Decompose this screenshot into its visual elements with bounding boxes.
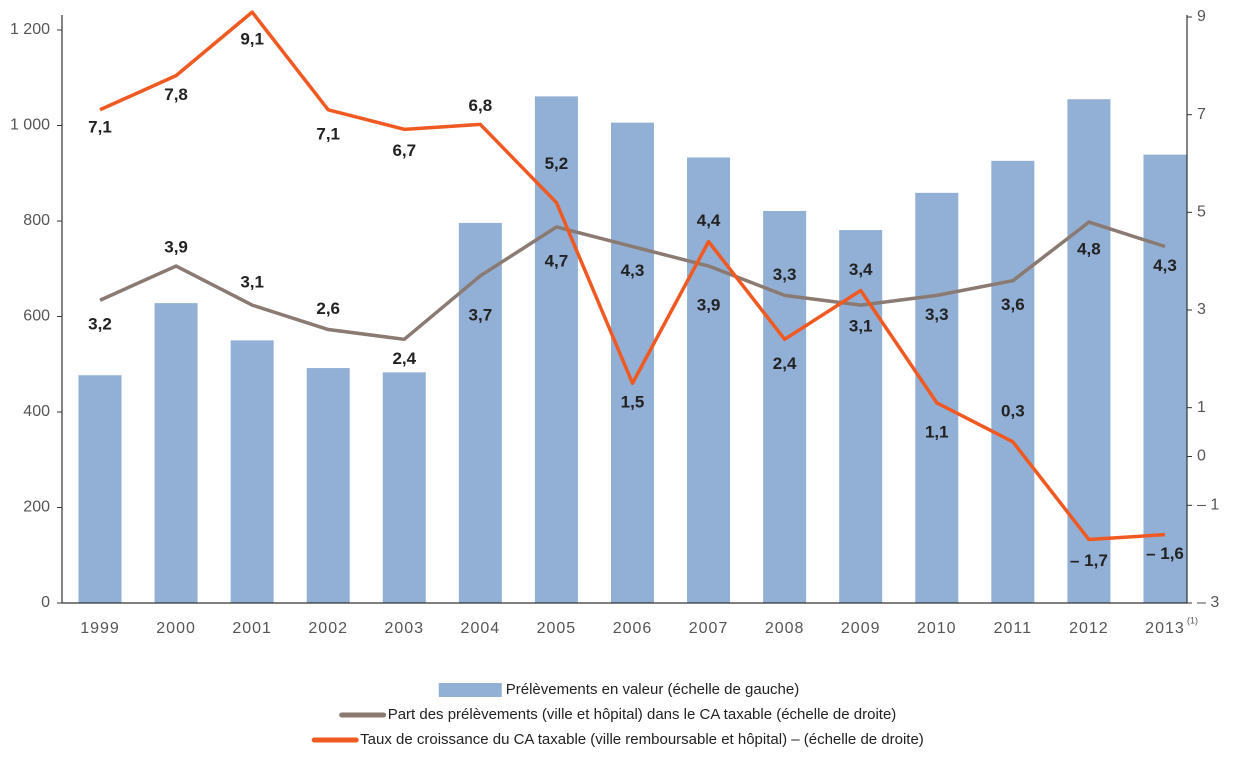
data-label: – 1,6 <box>1146 544 1184 563</box>
data-label: 4,8 <box>1077 240 1101 259</box>
data-label: 7,1 <box>316 124 340 143</box>
bar <box>687 157 731 603</box>
y-tick-label: 800 <box>23 212 50 229</box>
data-label: 1,5 <box>621 393 645 412</box>
category-note: (1) <box>1187 615 1198 625</box>
bar <box>763 210 807 603</box>
x-tick-label: 2006 <box>613 620 653 637</box>
data-label: 9,1 <box>240 30 264 49</box>
bar <box>306 368 350 603</box>
x-tick-label: 2008 <box>765 620 805 637</box>
data-label: 5,2 <box>545 154 569 173</box>
x-tick-label: 2000 <box>156 620 196 637</box>
y2-tick-label: 0 <box>1197 448 1206 465</box>
line <box>99 10 1166 542</box>
data-label: 7,8 <box>164 85 188 104</box>
data-label: 6,8 <box>469 96 493 115</box>
y-tick-label: 1 000 <box>10 117 50 134</box>
y2-tick-label: 5 <box>1197 204 1206 221</box>
y-tick-label: 0 <box>41 594 50 611</box>
bar <box>915 192 959 603</box>
x-tick-label: 2005 <box>537 620 577 637</box>
y-tick-label: 600 <box>23 308 50 325</box>
data-label: 6,7 <box>392 141 416 160</box>
y2-tick-label: 1 <box>1197 399 1206 416</box>
y2-tick-label: 7 <box>1197 106 1206 123</box>
line <box>99 220 1166 342</box>
data-label: 0,3 <box>1001 401 1025 420</box>
x-tick-label: 2012 <box>1069 620 1109 637</box>
y2-tick-label: – 3 <box>1197 594 1219 611</box>
data-label: 4,4 <box>697 211 721 230</box>
y2-tick-label: 9 <box>1197 8 1206 25</box>
x-tick-label: 2013 <box>1145 620 1185 637</box>
data-label: 3,3 <box>925 305 949 324</box>
data-label: 2,4 <box>773 354 797 373</box>
y2-tick-label: – 1 <box>1197 497 1219 514</box>
data-label: 3,7 <box>469 305 493 324</box>
x-tick-label: 2003 <box>384 620 424 637</box>
x-tick-label: 1999 <box>80 620 120 637</box>
data-label: 3,6 <box>1001 295 1025 314</box>
data-label: 3,2 <box>88 315 112 334</box>
data-label: 2,4 <box>392 349 416 368</box>
data-label: 2,6 <box>316 299 340 318</box>
data-label: 4,7 <box>545 251 569 270</box>
legend-label: Taux de croissance du CA taxable (ville … <box>360 731 924 748</box>
x-tick-label: 2001 <box>232 620 272 637</box>
data-label: 3,9 <box>697 296 721 315</box>
data-label: – 1,7 <box>1070 551 1108 570</box>
bar <box>839 230 883 603</box>
data-label: 3,1 <box>240 273 264 292</box>
data-label: 3,4 <box>849 260 873 279</box>
y-tick-label: 400 <box>23 403 50 420</box>
legend-label: Prélèvements en valeur (échelle de gauch… <box>506 681 800 698</box>
data-label: 4,3 <box>621 261 645 280</box>
bar <box>610 122 654 603</box>
y2-tick-label: 3 <box>1197 301 1206 318</box>
x-tick-label: 2010 <box>917 620 957 637</box>
x-tick-label: 2009 <box>841 620 881 637</box>
bar <box>458 222 502 603</box>
data-label: 3,1 <box>849 317 873 336</box>
bar <box>230 340 274 603</box>
x-tick-label: 2002 <box>308 620 348 637</box>
bar <box>154 303 198 603</box>
x-tick-label: 2004 <box>461 620 501 637</box>
bar <box>78 375 122 603</box>
bar <box>382 372 426 603</box>
data-label: 7,1 <box>88 117 112 136</box>
bar <box>991 160 1035 603</box>
data-label: 4,3 <box>1153 256 1177 275</box>
data-label: 3,3 <box>773 265 797 284</box>
x-tick-label: 2011 <box>994 620 1032 637</box>
bar <box>1143 154 1187 603</box>
data-label: 3,9 <box>164 238 188 257</box>
bar <box>534 96 578 603</box>
y-tick-label: 200 <box>23 499 50 516</box>
y-tick-label: 1 200 <box>10 21 50 38</box>
x-tick-label: 2007 <box>689 620 729 637</box>
bar <box>1067 99 1111 604</box>
data-label: 1,1 <box>925 422 949 441</box>
legend-label: Part des prélèvements (ville et hôpital)… <box>388 706 897 723</box>
legend-swatch <box>438 683 502 697</box>
